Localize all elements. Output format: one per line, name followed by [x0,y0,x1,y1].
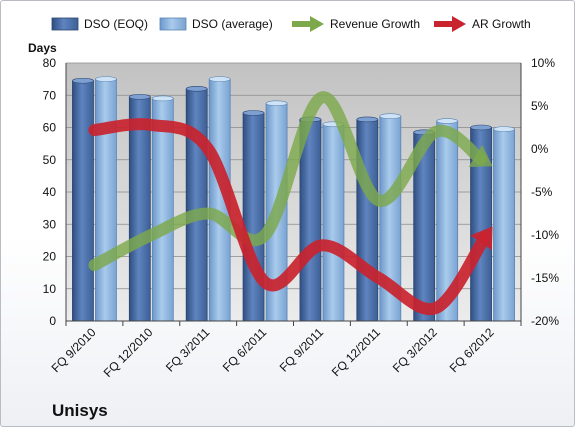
bar-top [129,94,151,100]
y-right-tick-label: 5% [531,99,549,113]
line-series [88,91,487,272]
line-arrowhead [470,226,493,251]
legend-swatch [159,17,187,31]
y-left-tick-label: 60 [43,121,57,135]
legend-swatch [51,17,79,31]
bar [72,80,94,322]
bar-top [379,113,402,120]
x-tick-label: FQ 9/2011 [277,325,327,375]
line-arrowhead [468,144,493,167]
bar-top [208,76,231,82]
legend-swatch-arrowhead [310,16,324,32]
bar-top [185,86,208,92]
y-right-tick-label: 0% [531,142,549,156]
line-series [88,118,491,316]
y-right-tick-label: -5% [531,185,553,199]
y-right-tick-label: -15% [531,271,559,285]
y-left-tick-label: 80 [43,56,57,70]
y-right-tick-label: 10% [531,56,555,70]
y-right-tick-label: -10% [531,228,559,242]
y-left-tick-label: 70 [43,88,57,102]
y-axis-title: Days [28,41,57,55]
bar [185,88,208,322]
y-left-tick-label: 40 [43,185,57,199]
bar-top [356,116,379,123]
x-tick-label: FQ 6/2011 [220,325,270,375]
legend-label: Revenue Growth [330,17,420,31]
legend-label: DSO (average) [192,17,273,31]
bar [95,78,117,322]
bar [322,123,345,322]
y-left-tick-label: 10 [43,282,57,296]
x-tick-label: FQ 12/2010 [101,325,156,380]
bar-top [242,110,265,116]
x-tick-label: FQ 3/2012 [390,325,440,375]
bar-top [493,126,515,132]
bar-top [72,77,94,84]
y-left-tick-label: 30 [43,217,57,231]
bar-top [470,124,492,131]
x-tick-label: FQ 9/2010 [49,325,99,375]
legend-swatch-arrowhead [452,16,466,32]
y-left-tick-label: 20 [43,250,57,264]
legend-label: DSO (EOQ) [84,17,148,31]
y-left-tick-label: 0 [49,314,56,328]
y-left-tick-label: 50 [43,153,57,167]
legend-label: AR Growth [472,17,531,31]
company-caption: Unisys [52,401,108,420]
x-tick-label: FQ 12/2011 [329,325,383,379]
y-right-tick-label: -20% [531,314,559,328]
bar-top [152,95,174,102]
bar-top [436,118,458,124]
bar [242,112,265,322]
bar [356,119,379,322]
x-tick-label: FQ 3/2011 [163,325,213,375]
bar-top [95,76,117,82]
x-tick-label: FQ 6/2012 [447,325,497,375]
bar [493,128,515,322]
bar-top [265,100,288,107]
